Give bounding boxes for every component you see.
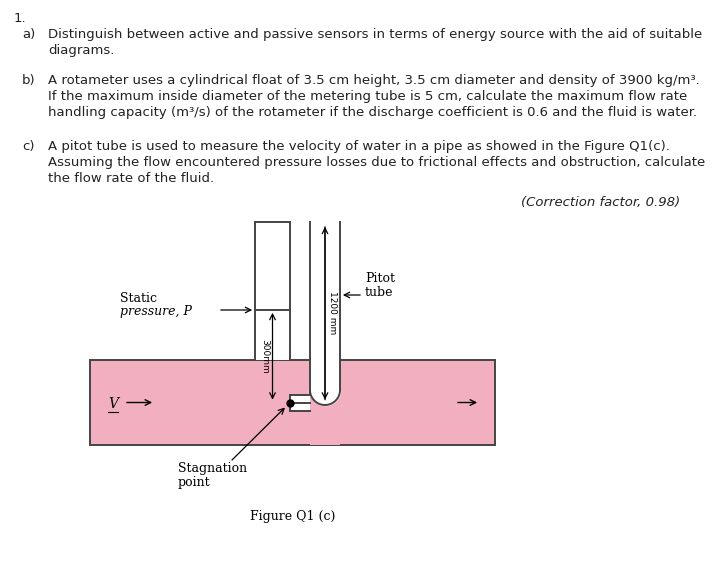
Text: Static: Static [120, 292, 157, 305]
Text: V: V [108, 397, 118, 410]
Text: 1200 mm: 1200 mm [328, 291, 337, 334]
Text: A pitot tube is used to measure the velocity of water in a pipe as showed in the: A pitot tube is used to measure the velo… [48, 140, 670, 153]
Text: diagrams.: diagrams. [48, 44, 114, 57]
Text: point: point [178, 476, 211, 489]
Text: If the maximum inside diameter of the metering tube is 5 cm, calculate the maxim: If the maximum inside diameter of the me… [48, 90, 687, 103]
Text: Stagnation: Stagnation [178, 462, 247, 475]
Text: b): b) [22, 74, 36, 87]
Text: tube: tube [365, 286, 393, 299]
Text: the flow rate of the fluid.: the flow rate of the fluid. [48, 172, 214, 185]
Text: 300mm: 300mm [260, 339, 270, 374]
Text: A rotameter uses a cylindrical float of 3.5 cm height, 3.5 cm diameter and densi: A rotameter uses a cylindrical float of … [48, 74, 700, 87]
Bar [310, 405, 340, 445]
Bar [290, 395, 310, 410]
Text: pressure, P: pressure, P [120, 305, 192, 318]
Text: c): c) [22, 140, 35, 153]
Bar [310, 222, 340, 390]
Text: handling capacity (m³/s) of the rotameter if the discharge coefficient is 0.6 an: handling capacity (m³/s) of the rotamete… [48, 106, 697, 119]
Text: a): a) [22, 28, 35, 41]
Text: (Correction factor, 0.98): (Correction factor, 0.98) [521, 196, 680, 209]
Text: Figure Q1 (c): Figure Q1 (c) [249, 510, 335, 523]
Text: Assuming the flow encountered pressure losses due to frictional effects and obst: Assuming the flow encountered pressure l… [48, 156, 705, 169]
Bar [90, 360, 495, 445]
Text: 1.: 1. [14, 12, 27, 25]
Bar [255, 222, 290, 360]
Text: Pitot: Pitot [365, 272, 395, 285]
Text: Distinguish between active and passive sensors in terms of energy source with th: Distinguish between active and passive s… [48, 28, 702, 41]
